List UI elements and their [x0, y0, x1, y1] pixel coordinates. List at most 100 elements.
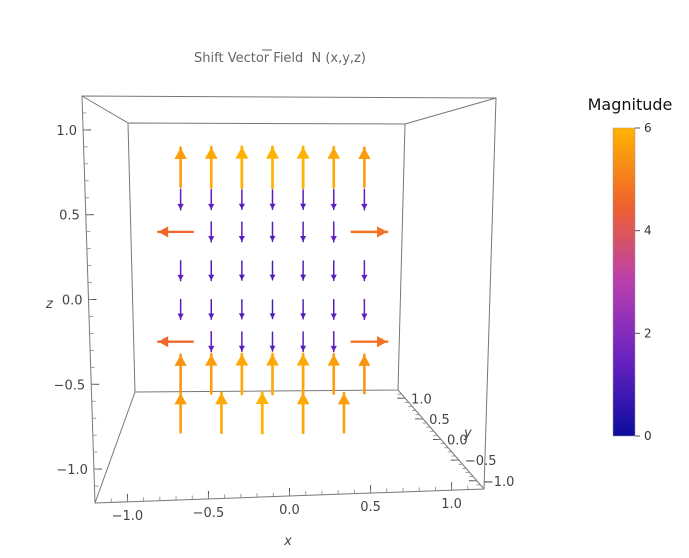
z-tick-label: 1.0 — [56, 124, 77, 139]
arrow-head — [358, 147, 371, 159]
colorbar — [612, 127, 636, 437]
arrow-head — [238, 313, 245, 319]
vector-arrow — [238, 221, 245, 243]
vector-arrow — [238, 260, 245, 281]
vector-arrow — [174, 391, 187, 434]
arrow-head — [269, 313, 276, 319]
vector-arrow — [269, 299, 276, 320]
arrow-head — [361, 313, 368, 320]
vector-arrow — [177, 188, 184, 211]
vector-arrow — [330, 260, 337, 282]
vector-arrow — [361, 188, 368, 211]
colorbar-label: Magnitude — [588, 95, 673, 114]
vector-arrow — [269, 331, 276, 352]
z-axis-label: z — [45, 297, 54, 312]
arrow-head — [208, 345, 215, 352]
vector-arrow — [238, 331, 245, 353]
y-axis: 1.0 0.5 0.0 −0.5 −1.0 — [397, 392, 514, 490]
vector-arrow — [156, 336, 195, 348]
vector-arrow — [266, 145, 279, 190]
arrow-head — [177, 274, 184, 281]
colorbar-tick-label: 4 — [644, 224, 652, 238]
arrow-head — [337, 393, 351, 405]
vector-arrow — [330, 298, 337, 320]
arrow-head — [269, 345, 276, 352]
x-tick-label: 1.0 — [441, 497, 462, 512]
arrow-head — [296, 353, 310, 366]
vector-arrow — [235, 145, 249, 190]
arrow-head — [330, 236, 337, 242]
z-tick-label: 0.5 — [59, 209, 80, 224]
vector-arrow — [330, 330, 337, 353]
vector-arrow — [156, 226, 195, 238]
colorbar-ticks: 0 2 4 6 — [635, 121, 652, 443]
arrow-head — [269, 235, 276, 242]
vector-arrow — [177, 259, 184, 282]
arrow-head — [235, 146, 249, 159]
vector-arrow — [238, 299, 245, 320]
vector-arrow — [330, 221, 337, 243]
arrow-head — [296, 146, 310, 159]
vector-arrow — [358, 146, 371, 189]
arrow-head — [330, 345, 337, 352]
vector-arrow — [204, 145, 218, 189]
colorbar-tick-label: 6 — [644, 121, 652, 135]
vector-arrow — [350, 336, 389, 348]
arrow-head — [158, 226, 169, 238]
z-axis: 1.0 0.5 0.0 −0.5 −1.0 — [54, 112, 102, 487]
arrow-head — [300, 313, 307, 319]
vector-arrow — [215, 391, 228, 435]
z-tick-label: −0.5 — [54, 378, 86, 393]
vector-arrow — [361, 298, 368, 321]
x-tick-label: −1.0 — [112, 509, 144, 524]
arrow-head — [377, 226, 388, 238]
arrow-head — [235, 353, 249, 366]
arrow-head — [266, 146, 279, 159]
arrow-head — [330, 203, 337, 210]
chart-title-text: Shift Vector Field — [194, 51, 303, 66]
vector-arrow — [300, 331, 307, 353]
vector-arrow — [300, 189, 307, 211]
arrow-head — [300, 236, 307, 242]
x-tick-label: 0.5 — [360, 500, 381, 515]
y-tick-label: 0.5 — [429, 413, 450, 428]
box-edge-tl — [81, 95, 129, 124]
y-tick-label: −0.5 — [465, 454, 497, 469]
vector-arrow — [300, 260, 307, 281]
arrow-head — [208, 236, 215, 242]
y-tick-label: 1.0 — [411, 392, 432, 407]
vector-arrow — [300, 221, 307, 243]
vector-arrow — [208, 330, 215, 353]
arrow-head — [208, 274, 215, 281]
vector-arrow — [361, 259, 368, 282]
vector-arrow — [208, 298, 215, 320]
vector-arrow — [255, 390, 269, 435]
vector-arrow — [327, 353, 340, 395]
chart-title-args: (x,y,z) — [325, 51, 366, 66]
arrow-head — [174, 354, 187, 366]
vector-arrow — [205, 353, 218, 395]
arrow-head — [205, 354, 218, 366]
arrow-head — [300, 274, 307, 281]
arrow-head — [296, 392, 310, 405]
colorbar-tick-label: 2 — [644, 326, 652, 340]
box-front-face — [81, 95, 497, 504]
arrow-head — [330, 274, 337, 281]
arrow-head — [300, 345, 307, 352]
x-axis-label: x — [283, 534, 292, 549]
arrow-head — [208, 313, 215, 320]
x-tick-label: −0.5 — [193, 506, 225, 521]
arrow-head — [177, 203, 184, 210]
arrow-head — [177, 313, 184, 320]
vector-arrow — [327, 145, 341, 189]
arrow-head — [174, 393, 187, 405]
vector-arrow — [177, 298, 184, 321]
vector-arrows — [156, 145, 389, 435]
vector-arrow — [238, 189, 245, 211]
bounding-box — [81, 95, 497, 504]
vector-arrow — [208, 260, 215, 282]
arrow-head — [238, 274, 245, 281]
vector-arrow — [296, 145, 310, 190]
arrow-head — [361, 274, 368, 281]
vector-arrow — [174, 146, 187, 189]
